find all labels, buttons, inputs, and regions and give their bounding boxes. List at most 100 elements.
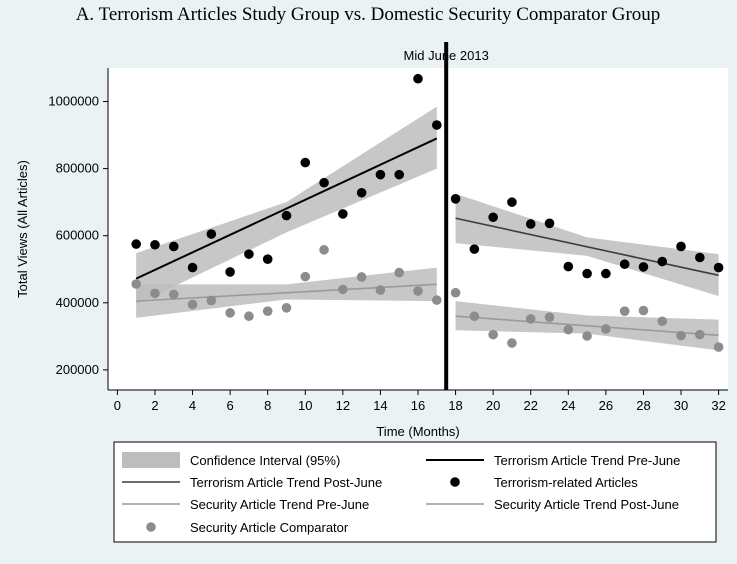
x-tick-label: 18 bbox=[448, 398, 462, 413]
x-tick-label: 30 bbox=[674, 398, 688, 413]
legend-swatch-confidence-interval-95 bbox=[122, 452, 180, 468]
terrorism-article-trend-pre-june-ci-band bbox=[136, 106, 437, 305]
security-article-comparator-point bbox=[375, 285, 386, 295]
security-article-comparator-point bbox=[187, 299, 198, 310]
x-tick-label: 20 bbox=[486, 398, 500, 413]
security-article-comparator-point bbox=[525, 314, 536, 324]
terrorism-related-articles-point bbox=[638, 262, 649, 272]
mid-june-label: Mid June 2013 bbox=[404, 48, 489, 63]
security-article-comparator-point bbox=[413, 286, 423, 296]
terrorism-related-articles-point bbox=[657, 256, 668, 267]
security-article-comparator-point bbox=[563, 324, 574, 335]
security-article-comparator-point bbox=[394, 267, 405, 278]
legend: Confidence Interval (95%) Terrorism Artic… bbox=[113, 441, 717, 543]
y-tick-label: 600000 bbox=[56, 228, 99, 243]
terrorism-related-articles-point bbox=[225, 267, 235, 277]
terrorism-article-trend-post-june-ci-band bbox=[455, 193, 719, 297]
legend-box bbox=[113, 441, 717, 543]
security-article-comparator-point bbox=[695, 329, 705, 340]
x-tick-label: 8 bbox=[264, 398, 271, 413]
y-axis-ticks: 200000 400000 600000 800000 1000000 bbox=[48, 94, 108, 377]
terrorism-related-articles-point bbox=[338, 209, 348, 219]
security-article-comparator-point bbox=[244, 311, 254, 322]
trend-lines bbox=[135, 137, 719, 337]
terrorism-related-articles-point bbox=[713, 262, 724, 273]
security-article-comparator-point bbox=[150, 288, 160, 299]
plot-area bbox=[108, 68, 728, 390]
terrorism-related-articles-point bbox=[488, 212, 498, 223]
x-tick-label: 10 bbox=[298, 398, 312, 413]
legend-swatch-security-article-comparator bbox=[146, 522, 156, 532]
x-tick-label: 12 bbox=[336, 398, 350, 413]
terrorism-related-articles-point bbox=[413, 73, 423, 84]
y-tick-label: 1000000 bbox=[48, 94, 99, 109]
security-article-comparator-point bbox=[507, 338, 517, 348]
security-article-comparator-point bbox=[262, 306, 273, 316]
terrorism-related-articles-point bbox=[431, 120, 442, 130]
x-tick-label: 24 bbox=[561, 398, 575, 413]
security-article-comparator-point bbox=[469, 311, 480, 322]
security-article-comparator-point bbox=[338, 284, 348, 295]
terrorism-related-articles-point bbox=[206, 229, 217, 239]
security-article-comparator-point bbox=[356, 272, 367, 282]
y-axis-title: Total Views (All Articles) bbox=[15, 160, 30, 298]
legend-label-terrorism-related-articles: Terrorism-related Articles bbox=[494, 475, 638, 490]
x-tick-label: 6 bbox=[227, 398, 234, 413]
terrorism-related-articles-point bbox=[319, 177, 329, 188]
y-tick-label: 200000 bbox=[56, 362, 99, 377]
terrorism-related-articles-point bbox=[187, 262, 198, 273]
terrorism-related-articles-point bbox=[469, 244, 480, 254]
legend-label-security-article-trend-post-june: Security Article Trend Post-June bbox=[494, 497, 679, 512]
terrorism-related-articles-point bbox=[300, 157, 311, 168]
legend-label-security-article-comparator: Security Article Comparator bbox=[190, 520, 349, 535]
terrorism-related-articles-point bbox=[676, 241, 686, 252]
security-article-comparator-point bbox=[281, 303, 292, 313]
y-tick-label: 800000 bbox=[56, 161, 99, 176]
terrorism-related-articles-point bbox=[544, 218, 555, 229]
legend-label-terrorism-article-trend-post-june: Terrorism Article Trend Post-June bbox=[190, 475, 382, 490]
terrorism-related-articles-point bbox=[356, 187, 367, 198]
terrorism-related-articles-point bbox=[695, 252, 705, 263]
x-tick-label: 32 bbox=[711, 398, 725, 413]
chart-title: A. Terrorism Articles Study Group vs. Do… bbox=[76, 4, 661, 25]
terrorism-related-articles-point bbox=[601, 268, 611, 279]
x-tick-label: 0 bbox=[114, 398, 121, 413]
security-article-comparator-point bbox=[319, 244, 329, 255]
security-article-comparator-point bbox=[657, 316, 668, 327]
security-article-comparator-point bbox=[544, 312, 555, 323]
security-article-comparator-point bbox=[450, 287, 461, 298]
terrorism-related-articles-point bbox=[168, 241, 179, 252]
security-article-comparator-point bbox=[431, 295, 442, 305]
x-axis-title: Time (Months) bbox=[376, 424, 459, 439]
x-tick-label: 16 bbox=[411, 398, 425, 413]
security-article-comparator-point bbox=[713, 342, 724, 352]
security-article-comparator-point bbox=[131, 279, 141, 289]
terrorism-related-articles-point bbox=[394, 169, 405, 180]
legend-swatch-terrorism-related-articles bbox=[450, 477, 460, 487]
terrorism-related-articles-point bbox=[619, 259, 630, 270]
terrorism-related-articles-point bbox=[563, 261, 574, 272]
terrorism-related-articles-point bbox=[450, 194, 461, 204]
x-tick-label: 2 bbox=[151, 398, 158, 413]
terrorism-related-articles-point bbox=[375, 169, 386, 180]
legend-label-terrorism-article-trend-pre-june: Terrorism Article Trend Pre-June bbox=[494, 453, 680, 468]
data-points bbox=[131, 73, 724, 352]
terrorism-related-articles-point bbox=[525, 219, 536, 229]
security-article-comparator-point bbox=[619, 306, 630, 316]
terrorism-related-articles-point bbox=[150, 239, 160, 250]
security-article-comparator-point bbox=[300, 271, 311, 282]
terrorism-article-trend-pre-june-line bbox=[135, 137, 438, 280]
x-axis-ticks: 0 2 4 6 8 10 12 14 16 18 20 22 24 26 28 30 32 bbox=[114, 390, 726, 413]
terrorism-related-articles-point bbox=[281, 210, 292, 221]
legend-label-confidence-interval-95: Confidence Interval (95%) bbox=[190, 453, 340, 468]
security-article-trend-post-june-line bbox=[455, 315, 719, 337]
y-tick-label: 400000 bbox=[56, 295, 99, 310]
x-tick-label: 28 bbox=[636, 398, 650, 413]
x-tick-label: 4 bbox=[189, 398, 196, 413]
terrorism-related-articles-point bbox=[582, 268, 592, 279]
legend-label-security-article-trend-pre-june: Security Article Trend Pre-June bbox=[190, 497, 369, 512]
security-article-comparator-point bbox=[168, 289, 179, 300]
terrorism-related-articles-point bbox=[262, 254, 273, 264]
